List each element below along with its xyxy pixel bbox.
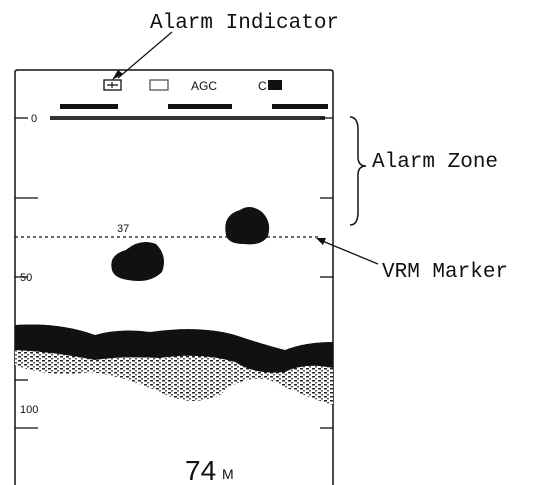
screen-frame: [15, 70, 333, 485]
scale-label: 0: [31, 113, 37, 125]
scale-label: 50: [20, 272, 32, 284]
agc-label: AGC: [191, 79, 217, 93]
fish-school: [111, 242, 164, 281]
brace: [350, 117, 366, 225]
range-bar: [272, 104, 328, 109]
alarm-indicator-label: Alarm Indicator: [150, 12, 339, 35]
vrm-marker-label: VRM Marker: [382, 261, 508, 284]
arrow: [118, 32, 172, 78]
arrow-head: [316, 238, 326, 245]
range-bar: [60, 104, 118, 109]
diagram: Alarm Indicator Alarm Zone VRM Marker AG…: [0, 0, 560, 485]
clutter-bars: [268, 80, 282, 90]
clutter-label: C: [258, 79, 267, 93]
alarm-icon-detail: [107, 82, 118, 88]
fish-school: [225, 207, 269, 244]
depth-unit: M: [222, 466, 234, 482]
depth-value: 74: [185, 455, 216, 485]
zero-line: [50, 116, 325, 120]
zoom-icon: [150, 80, 168, 90]
arrow: [320, 240, 378, 264]
alarm-zone-label: Alarm Zone: [372, 151, 498, 174]
range-bar: [168, 104, 232, 109]
vrm-depth: 37: [117, 223, 129, 235]
scale-label: 100: [20, 404, 38, 416]
